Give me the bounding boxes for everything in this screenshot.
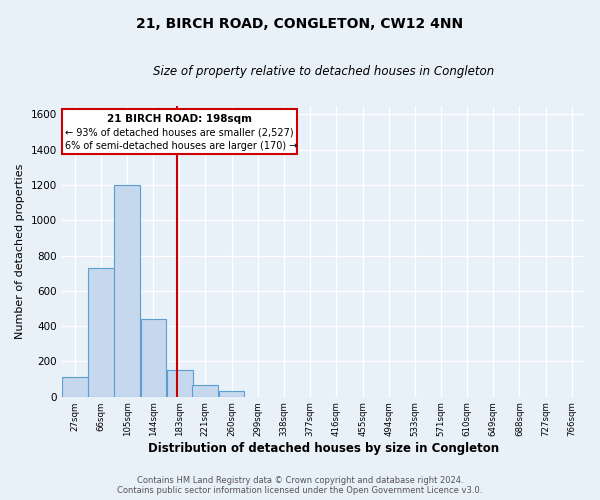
Text: ← 93% of detached houses are smaller (2,527): ← 93% of detached houses are smaller (2,… bbox=[65, 128, 293, 138]
Y-axis label: Number of detached properties: Number of detached properties bbox=[15, 164, 25, 339]
Text: 21, BIRCH ROAD, CONGLETON, CW12 4NN: 21, BIRCH ROAD, CONGLETON, CW12 4NN bbox=[136, 18, 464, 32]
Text: 6% of semi-detached houses are larger (170) →: 6% of semi-detached houses are larger (1… bbox=[65, 141, 298, 151]
Bar bbox=[88, 268, 114, 396]
Bar bbox=[140, 319, 166, 396]
Bar bbox=[62, 378, 88, 396]
Text: 21 BIRCH ROAD: 198sqm: 21 BIRCH ROAD: 198sqm bbox=[107, 114, 252, 124]
Text: Contains HM Land Registry data © Crown copyright and database right 2024.
Contai: Contains HM Land Registry data © Crown c… bbox=[118, 476, 482, 495]
Title: Size of property relative to detached houses in Congleton: Size of property relative to detached ho… bbox=[153, 65, 494, 78]
X-axis label: Distribution of detached houses by size in Congleton: Distribution of detached houses by size … bbox=[148, 442, 499, 455]
Bar bbox=[218, 390, 244, 396]
Bar bbox=[193, 385, 218, 396]
FancyBboxPatch shape bbox=[62, 109, 297, 154]
Bar bbox=[167, 370, 193, 396]
Bar bbox=[115, 185, 140, 396]
